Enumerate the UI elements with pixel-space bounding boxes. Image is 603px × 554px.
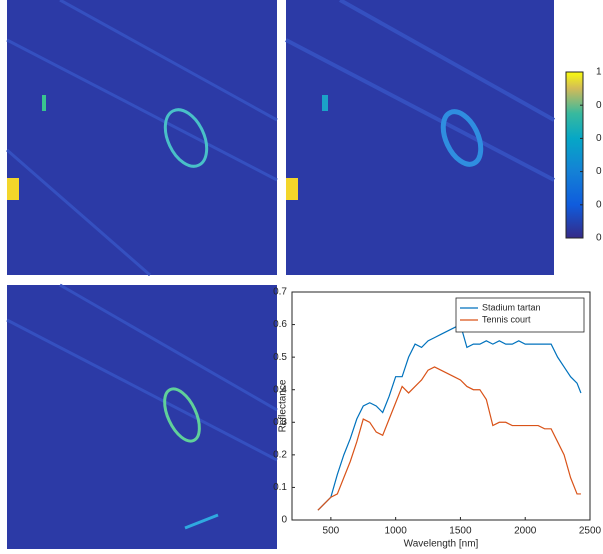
x-axis-label: Wavelength [nm] (404, 539, 479, 549)
x-tick-label: 1000 (385, 526, 408, 537)
series-line (317, 323, 582, 511)
y-axis-label: Reflectance (278, 379, 289, 432)
image-panel (6, 0, 278, 277)
x-tick-label: 2000 (514, 526, 537, 537)
colorbar-tick-label: 0 (596, 166, 602, 177)
colorbar-tick-label: 0 (596, 199, 602, 210)
colorbar-tick-label: 0 (596, 233, 602, 244)
x-tick-label: 1500 (449, 526, 472, 537)
colorbar-tick-label: 0 (596, 100, 602, 111)
image-panel (6, 283, 278, 549)
y-tick-label: 0.7 (273, 287, 287, 298)
legend-label: Tennis court (482, 314, 531, 324)
y-tick-label: 0.6 (273, 319, 287, 330)
colorbar-tick-label: 1 (596, 67, 602, 78)
colorbar-tick-label: 0 (596, 133, 602, 144)
image-panel (285, 0, 555, 275)
colorbar (565, 71, 584, 239)
y-tick-label: 0 (281, 515, 287, 526)
legend (455, 297, 585, 333)
x-tick-label: 500 (323, 526, 340, 537)
x-tick-label: 2500 (579, 526, 602, 537)
y-tick-label: 0.3 (273, 417, 287, 428)
legend-label: Stadium tartan (482, 302, 541, 312)
y-tick-label: 0.1 (273, 482, 287, 493)
y-tick-label: 0.2 (273, 449, 287, 460)
y-tick-label: 0.4 (273, 384, 287, 395)
series-line (317, 366, 581, 511)
y-tick-label: 0.5 (273, 352, 287, 363)
plot-area (291, 291, 591, 521)
